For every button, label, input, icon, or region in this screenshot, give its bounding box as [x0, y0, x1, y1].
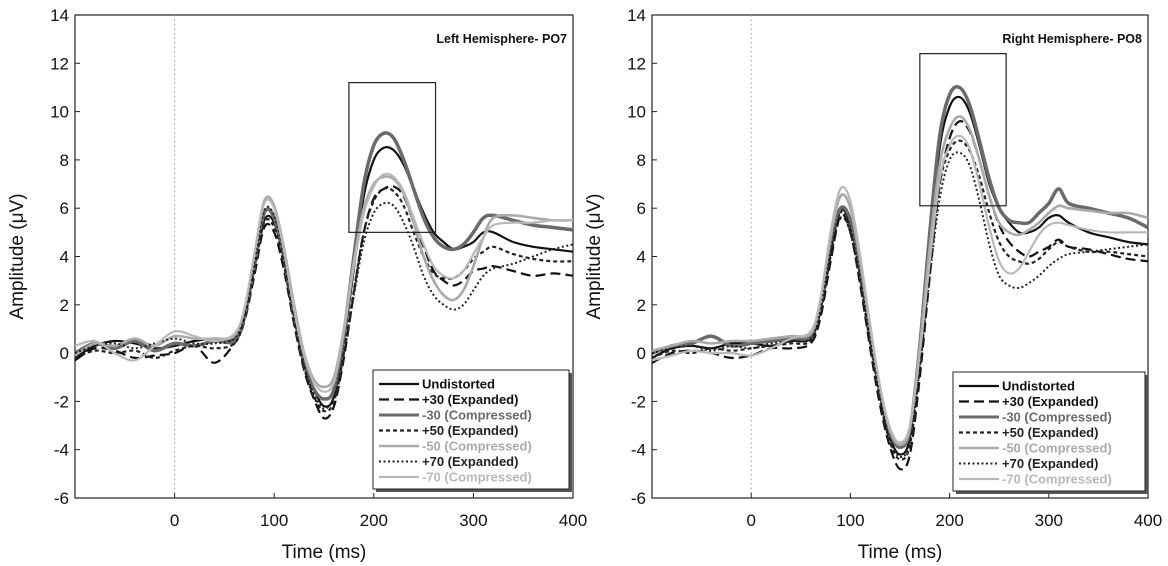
y-tick-label: 8: [637, 151, 646, 170]
y-tick-label: -6: [631, 489, 646, 508]
legend-label-0: Undistorted: [1002, 379, 1075, 394]
legend-label-4: -50 (Compressed): [422, 439, 532, 454]
series-group: [74, 131, 574, 420]
y-tick-label: -2: [631, 392, 646, 411]
series-line-5: [651, 151, 1149, 458]
x-axis-title: Time (ms): [858, 542, 943, 563]
y-tick-label: -2: [54, 392, 69, 411]
x-tick-label: 0: [170, 511, 179, 530]
y-tick-label: 6: [60, 199, 69, 218]
legend-label-1: +30 (Expanded): [1002, 394, 1098, 409]
legend-label-3: +50 (Expanded): [422, 423, 518, 438]
series-group: [651, 84, 1149, 471]
y-axis-title: Amplitude (μV): [584, 193, 605, 319]
y-tick-label: 0: [637, 344, 646, 363]
x-tick-label: 0: [746, 511, 755, 530]
legend-label-5: +70 (Expanded): [1002, 456, 1098, 471]
legend-label-4: -50 (Compressed): [1002, 441, 1112, 456]
legend-label-2: -30 (Compressed): [1002, 410, 1112, 425]
legend-label-6: -70 (Compressed): [422, 470, 532, 485]
panel-title: Left Hemisphere- PO7: [436, 32, 567, 46]
y-tick-label: 2: [60, 296, 69, 315]
x-tick-label: 300: [459, 511, 487, 530]
legend-label-2: -30 (Compressed): [422, 408, 532, 423]
y-tick-label: 4: [60, 248, 69, 267]
x-tick-label: 100: [836, 511, 864, 530]
y-tick-label: 14: [627, 6, 646, 25]
y-tick-label: 10: [50, 103, 69, 122]
y-tick-label: 10: [627, 103, 646, 122]
legend-label-5: +70 (Expanded): [422, 454, 518, 469]
y-tick-label: 2: [637, 296, 646, 315]
y-tick-label: 6: [637, 199, 646, 218]
panel-title: Right Hemisphere- PO8: [1002, 32, 1142, 46]
legend-box: [952, 371, 1146, 492]
y-tick-label: 4: [637, 248, 646, 267]
x-tick-label: 100: [260, 511, 288, 530]
y-tick-label: -4: [631, 441, 646, 460]
y-tick-label: 14: [50, 6, 69, 25]
x-tick-label: 200: [935, 511, 963, 530]
x-tick-label: 400: [559, 511, 587, 530]
legend: Undistorted+30 (Expanded)-30 (Compressed…: [372, 369, 572, 492]
y-tick-label: 12: [50, 54, 69, 73]
y-tick-label: 0: [60, 344, 69, 363]
legend-label-3: +50 (Expanded): [1002, 425, 1098, 440]
x-tick-label: 400: [1134, 511, 1162, 530]
y-tick-label: 12: [627, 54, 646, 73]
x-tick-label: 300: [1035, 511, 1063, 530]
legend-label-6: -70 (Compressed): [1002, 472, 1112, 487]
y-tick-label: -6: [54, 489, 69, 508]
peak-highlight-box: [919, 53, 1007, 207]
legend-label-0: Undistorted: [422, 377, 495, 392]
y-tick-label: -4: [54, 441, 69, 460]
x-tick-label: 200: [360, 511, 388, 530]
series-line-3: [74, 187, 574, 413]
y-axis-title: Amplitude (μV): [7, 193, 28, 319]
right-hemisphere-panel: -6 -4 -2 0 2 4 6 8 10 12 14 0 100 200 300 400 Time (ms) A…: [584, 6, 1162, 563]
series-line-5: [74, 201, 574, 410]
y-tick-label: 8: [60, 151, 69, 170]
series-line-6: [74, 172, 574, 393]
peak-highlight-box: [348, 82, 437, 233]
legend-box: [372, 369, 570, 490]
x-axis-title: Time (ms): [282, 542, 367, 563]
left-hemisphere-panel: -6 -4 -2 0 2 4 6 8 10 12 14 0 100 200 300 400 Time (ms) A…: [7, 6, 587, 563]
legend-label-1: +30 (Expanded): [422, 392, 518, 407]
legend: Undistorted+30 (Expanded)-30 (Compressed…: [952, 371, 1148, 494]
series-line-6: [651, 134, 1148, 444]
